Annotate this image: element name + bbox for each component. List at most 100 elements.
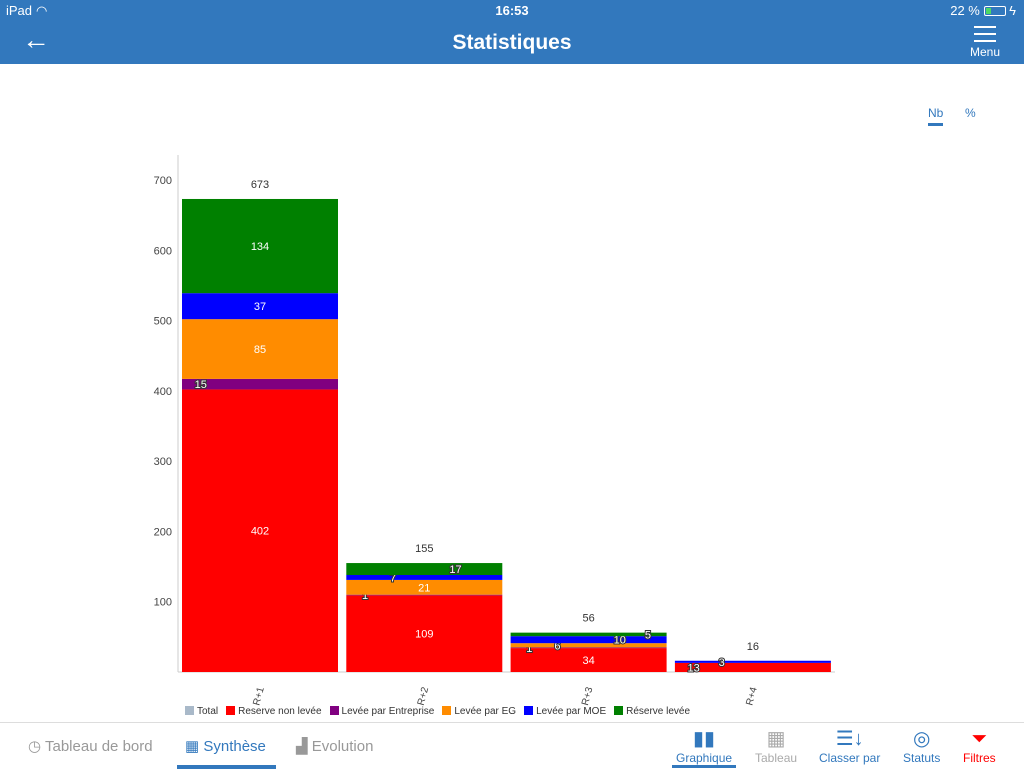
bar-segment	[510, 648, 667, 672]
legend-swatch	[442, 706, 452, 715]
x-tick-label: R+2	[416, 686, 432, 707]
segment-label: 3	[719, 657, 725, 669]
grid-icon: ▦	[185, 738, 200, 755]
legend-swatch	[614, 706, 624, 715]
gauge-icon: ◷	[28, 738, 42, 755]
tab-tableau-de-bord[interactable]: ◷ Tableau de bord	[28, 737, 153, 755]
sort-icon: ☰↓	[835, 728, 864, 750]
battery-icon	[983, 6, 1006, 16]
y-tick-label: 500	[154, 316, 172, 328]
x-tick-label: R+3	[580, 686, 596, 707]
total-label: 673	[251, 179, 269, 191]
x-tick-label: R+4	[744, 686, 760, 707]
y-tick-label: 200	[154, 526, 172, 538]
bar-segment	[182, 389, 338, 672]
wifi-icon: ◠	[36, 3, 48, 18]
segment-label: 34	[582, 655, 594, 667]
legend-label: Total	[197, 706, 219, 717]
clock: 16:53	[495, 3, 529, 18]
bar-segment	[182, 378, 338, 390]
y-tick-label: 400	[154, 386, 172, 398]
bar-segment	[346, 595, 503, 672]
legend-item[interactable]: Levée par Entreprise	[329, 706, 435, 717]
total-label: 16	[747, 641, 759, 653]
tab-synthese[interactable]: ▦ Synthèse	[177, 737, 276, 769]
legend-item[interactable]: Réserve levée	[614, 706, 690, 717]
segment-label: 1	[526, 643, 532, 655]
filter-icon: ⏷	[971, 728, 988, 750]
hamburger-icon	[973, 26, 996, 42]
bottom-bar: ◷ Tableau de bord ▦ Synthèse ▟ Evolution…	[0, 722, 1024, 769]
legend-label: Levée par MOE	[536, 706, 607, 717]
classer-par-button[interactable]: ☰↓ Classer par	[819, 727, 880, 765]
y-tick-label: 300	[154, 456, 172, 468]
page-title: Statistiques	[452, 31, 572, 54]
bar-segment	[346, 594, 503, 596]
y-tick-label: 700	[154, 175, 172, 187]
segment-label: 134	[251, 241, 269, 253]
bar-segment	[510, 647, 667, 649]
segment-label: 5	[645, 629, 651, 641]
legend-label: Réserve levée	[626, 706, 691, 717]
tool-label: Tableau	[755, 751, 798, 765]
bar-segment	[510, 632, 667, 637]
filtres-button[interactable]: ⏷ Filtres	[963, 727, 996, 765]
table-icon: ▦	[766, 728, 786, 750]
segment-label: 6	[554, 640, 560, 652]
legend-swatch	[524, 706, 534, 715]
tab-label: Synthèse	[203, 738, 266, 755]
graphique-button[interactable]: ▮▮ Graphique	[671, 727, 737, 768]
bar-segment	[346, 579, 503, 595]
x-tick-label: R+1	[251, 686, 267, 707]
tableau-button[interactable]: ▦ Tableau	[755, 727, 797, 765]
tool-label: Graphique	[676, 751, 733, 765]
toggle-percent[interactable]: %	[965, 106, 976, 120]
legend-item[interactable]: Levée par EG	[442, 706, 516, 717]
tab-label: Evolution	[311, 738, 374, 755]
legend-item[interactable]: Total	[185, 706, 218, 717]
segment-label: 13	[687, 662, 699, 674]
toggle-nb[interactable]: Nb	[928, 106, 944, 126]
battery-percent: 22 %	[950, 3, 980, 18]
legend-label: Levée par Entreprise	[341, 706, 435, 717]
bar-segment	[182, 198, 338, 294]
device-label: iPad	[6, 3, 33, 18]
legend-label: Reserve non levée	[238, 706, 322, 717]
legend-swatch	[226, 706, 236, 715]
legend-item[interactable]: Levée par MOE	[524, 706, 606, 717]
tab-evolution[interactable]: ▟ Evolution	[296, 737, 373, 755]
chart-legend: Total Reserve non levée Levée par Entrepri…	[185, 706, 690, 717]
battery-status: 22 % ϟ	[950, 3, 1016, 18]
tool-label: Classer par	[819, 751, 881, 765]
tool-label: Statuts	[903, 751, 941, 765]
segment-label: 85	[254, 344, 266, 356]
gauge-icon: ◎	[912, 728, 931, 750]
bar-segment	[510, 636, 667, 644]
bar-segment	[674, 660, 831, 663]
legend-label: Levée par EG	[454, 706, 517, 717]
bar-segment	[346, 563, 503, 576]
bar-segment	[674, 662, 831, 672]
tab-label: Tableau de bord	[45, 738, 153, 755]
back-arrow-icon[interactable]: ←	[22, 24, 50, 55]
legend-swatch	[329, 706, 339, 715]
segment-label: 15	[195, 379, 207, 391]
y-tick-label: 600	[154, 245, 172, 257]
statuts-button[interactable]: ◎ Statuts	[903, 727, 940, 765]
y-tick-label: 100	[154, 597, 172, 609]
segment-label: 37	[254, 301, 266, 313]
total-label: 56	[582, 613, 594, 625]
menu-button[interactable]: Menu	[970, 26, 1000, 59]
segment-label: 7	[390, 572, 396, 584]
segment-label: 109	[415, 629, 433, 641]
chart-icon: ▟	[296, 738, 308, 755]
segment-label: 402	[251, 526, 269, 538]
bar-segment	[182, 319, 338, 379]
tool-label: Filtres	[963, 751, 996, 765]
segment-label: 1	[362, 590, 368, 602]
bar-chart-icon: ▮▮	[693, 728, 716, 750]
legend-item[interactable]: Reserve non levée	[226, 706, 322, 717]
bar-segment	[182, 293, 338, 320]
legend-swatch	[185, 706, 194, 715]
